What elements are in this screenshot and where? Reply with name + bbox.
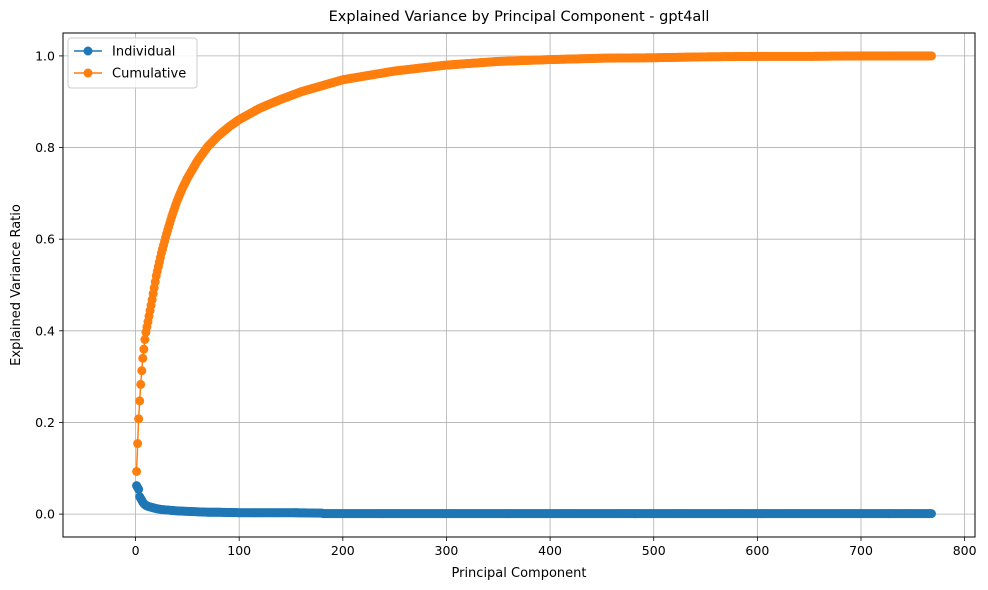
data-point-cumulative [138, 353, 148, 363]
data-point-individual [926, 509, 936, 519]
data-point-cumulative [136, 379, 146, 389]
x-tick-label: 200 [331, 543, 355, 558]
legend-marker-individual [83, 46, 93, 56]
x-axis-label: Principal Component [451, 566, 586, 581]
chart-title: Explained Variance by Principal Componen… [329, 9, 710, 25]
legend-marker-cumulative [83, 68, 93, 78]
x-tick-label: 300 [435, 543, 459, 558]
data-point-cumulative [134, 414, 144, 424]
data-point-cumulative [137, 366, 147, 376]
series-cumulative [132, 51, 936, 476]
data-point-cumulative [926, 51, 936, 61]
series-individual [132, 481, 936, 519]
legend-label-cumulative: Cumulative [112, 67, 186, 82]
grid [63, 33, 975, 537]
x-tick-label: 0 [132, 543, 140, 558]
data-point-cumulative [135, 396, 145, 406]
x-tick-label: 500 [642, 543, 666, 558]
y-tick-label: 0.2 [35, 415, 55, 430]
plot-frame [62, 32, 976, 538]
legend-label-individual: Individual [112, 45, 175, 60]
x-tick-label: 400 [538, 543, 562, 558]
series-layer [132, 51, 936, 519]
y-axis-label: Explained Variance Ratio [9, 204, 24, 366]
series-line-cumulative [135, 55, 932, 472]
data-point-cumulative [133, 439, 143, 449]
x-tick-label: 700 [849, 543, 873, 558]
y-tick-label: 0.0 [35, 507, 55, 522]
y-tick-label: 1.0 [35, 48, 55, 63]
y-tick-label: 0.6 [35, 232, 55, 247]
data-point-cumulative [132, 466, 142, 476]
data-point-cumulative [140, 335, 150, 345]
data-point-cumulative [139, 344, 149, 354]
x-tick-label: 800 [953, 543, 977, 558]
data-point-individual [134, 484, 144, 494]
legend: Individual Cumulative [67, 37, 198, 89]
y-tick-label: 0.8 [35, 140, 55, 155]
ticks: 0 100 200 300 400 500 600 700 800 0.0 0.2 0.4 0.6 0.8… [35, 48, 977, 558]
y-tick-label: 0.4 [35, 323, 55, 338]
x-tick-label: 100 [227, 543, 251, 558]
x-tick-label: 600 [745, 543, 769, 558]
